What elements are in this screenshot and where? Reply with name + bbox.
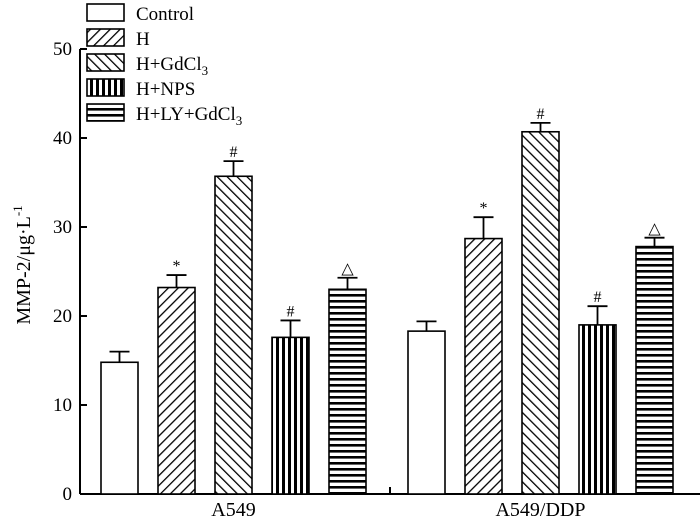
y-tick-label: 40: [53, 128, 72, 149]
bar: [100, 361, 139, 495]
x-category-label: A549: [211, 499, 255, 521]
significance-marker: #: [594, 289, 602, 306]
legend-swatch: [86, 53, 125, 72]
bar: [407, 330, 446, 495]
legend-label: H+NPS: [136, 79, 195, 100]
y-axis-label-superscript: -1: [10, 205, 25, 216]
significance-marker: #: [537, 106, 545, 123]
legend-swatch: [86, 3, 125, 22]
legend-label: H+GdCl3: [136, 54, 208, 78]
significance-marker: △: [341, 261, 354, 278]
legend-swatch: [86, 103, 125, 122]
y-tick-label: 20: [53, 306, 72, 327]
legend-label: H: [136, 29, 150, 50]
significance-marker: *: [480, 200, 488, 217]
y-tick-label: 50: [53, 39, 72, 60]
bar: [635, 245, 674, 495]
y-tick-label: 0: [63, 484, 73, 505]
bar: [157, 286, 196, 495]
legend-swatch: [86, 28, 125, 47]
bar: [464, 237, 503, 495]
legend-label: H+LY+GdCl3: [136, 104, 242, 128]
bar: [328, 288, 367, 495]
y-tick-label: 30: [53, 217, 72, 238]
bars: * # # △ A549 * # # △ A549/DDP: [100, 106, 674, 521]
bar: [271, 336, 310, 495]
bar: [521, 130, 560, 495]
y-axis-label: MMP-2/μg·L-1: [10, 205, 35, 324]
bar: [578, 324, 617, 495]
x-category-label: A549/DDP: [495, 499, 585, 521]
significance-marker: *: [173, 258, 181, 275]
legend-swatch: [86, 78, 125, 97]
legend-label: Control: [136, 4, 194, 25]
bar: [214, 175, 253, 495]
significance-marker: #: [287, 303, 295, 320]
significance-marker: #: [230, 144, 238, 161]
significance-marker: △: [648, 221, 661, 238]
y-tick-label: 10: [53, 395, 72, 416]
